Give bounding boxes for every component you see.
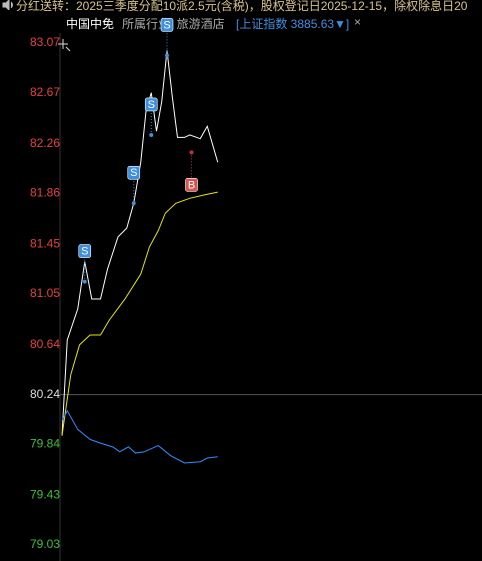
signal-point [165,53,169,58]
y-tick-label: 83.07 [30,35,60,49]
signal-label: S [130,167,137,179]
notice: 分红送转：2025三季度分配10派2.5元(含税)，股权登记日2025-12-1… [16,0,468,13]
y-tick-label: 80.64 [30,337,60,351]
close-button[interactable]: × [354,15,362,29]
signal-box [127,165,141,180]
signal-box [78,244,92,258]
y-tick-label: 82.67 [30,85,60,99]
signal-box [185,178,198,192]
y-tick-label: 82.26 [30,136,60,150]
y-tick-label: 80.24 [30,387,60,401]
y-tick-label: 81.86 [30,186,60,200]
signal-label: S [163,19,170,31]
signal-box [144,97,158,112]
signal-label: S [148,99,155,111]
signal-label: S [81,245,88,257]
series-line [61,50,219,436]
signal-point [149,132,154,137]
series-line [61,191,218,436]
index-link[interactable]: [上证指数 3885.63▼] [236,17,350,31]
cursor [58,39,71,52]
y-tick-label: 79.43 [30,487,60,501]
signal-point [131,201,136,206]
series-line [61,409,218,464]
y-tick-label: 81.05 [30,286,60,300]
stock-name: 中国中免 [66,17,115,31]
signal-box [160,18,174,32]
signal-point [189,150,194,155]
signal-label: B [188,179,195,191]
y-tick-label: 79.03 [30,537,60,551]
y-tick-label: 79.84 [30,437,60,451]
y-tick-label: 81.45 [30,236,60,250]
industry: 所属行业: 旅游酒店 [122,17,225,31]
signal-point [82,279,87,284]
speaker-icon [2,0,13,10]
